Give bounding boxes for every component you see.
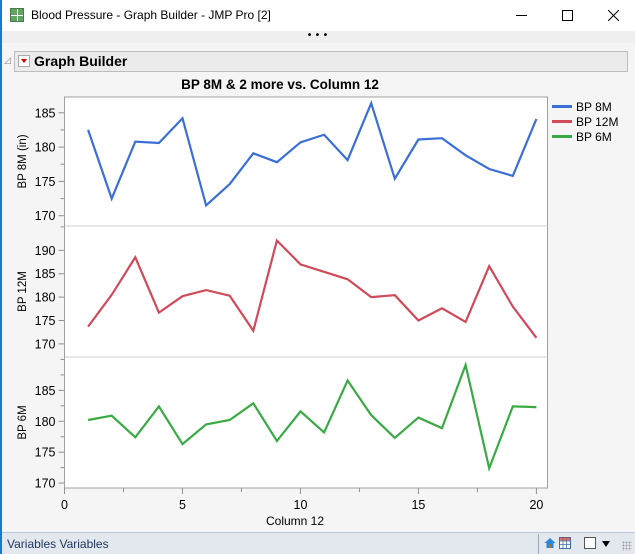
legend-label: BP 12M bbox=[576, 114, 619, 129]
resize-grip[interactable] bbox=[622, 541, 632, 551]
window-border bbox=[0, 0, 2, 554]
y-tick-label: 185 bbox=[35, 106, 56, 120]
y-tick-label: 180 bbox=[35, 415, 56, 429]
y-tick-label: 175 bbox=[35, 314, 56, 328]
x-tick-label: 20 bbox=[529, 498, 543, 512]
minimize-icon bbox=[515, 15, 527, 16]
y-tick-label: 180 bbox=[35, 141, 56, 155]
maximize-icon bbox=[561, 10, 573, 21]
legend-item-bp-8m[interactable]: BP 8M bbox=[552, 99, 618, 114]
series-line-bp-8m[interactable] bbox=[87, 99, 538, 208]
disclosure-triangle-icon[interactable]: ◿ bbox=[4, 56, 11, 66]
legend-line-swatch bbox=[552, 105, 572, 108]
chart-title: BP 8M & 2 more vs. Column 12 bbox=[181, 77, 379, 92]
maximize-button[interactable] bbox=[544, 0, 590, 31]
toolbar-expander[interactable]: ••• bbox=[2, 31, 635, 43]
y-tick-label: 185 bbox=[35, 267, 56, 281]
home-icon[interactable] bbox=[544, 537, 556, 549]
legend-label: BP 8M bbox=[576, 99, 612, 114]
x-axis-label[interactable]: Column 12 bbox=[266, 514, 324, 528]
data-table-icon[interactable] bbox=[559, 537, 571, 549]
legend-line-swatch bbox=[552, 135, 572, 138]
legend-line-swatch bbox=[552, 120, 572, 123]
minimize-button[interactable] bbox=[498, 0, 544, 31]
y-tick-label: 190 bbox=[35, 244, 56, 258]
y-axis-label: BP 12M bbox=[17, 271, 29, 312]
status-bar: Variables Variables bbox=[2, 532, 635, 554]
y-tick-label: 180 bbox=[35, 291, 56, 305]
outline-header[interactable] bbox=[14, 51, 628, 72]
status-separator bbox=[538, 534, 539, 554]
y-tick-label: 170 bbox=[35, 477, 56, 491]
x-tick-label: 15 bbox=[411, 498, 425, 512]
outline-title: Graph Builder bbox=[34, 53, 128, 69]
color-box[interactable] bbox=[584, 537, 596, 549]
dropdown-arrow-icon[interactable] bbox=[602, 541, 610, 547]
series-line-bp-12m[interactable] bbox=[87, 238, 538, 339]
status-text: Variables Variables bbox=[7, 537, 109, 551]
title-bar: Blood Pressure - Graph Builder - JMP Pro… bbox=[2, 0, 635, 31]
x-tick-label: 0 bbox=[61, 498, 68, 512]
y-tick-label: 170 bbox=[35, 337, 56, 351]
legend-item-bp-6m[interactable]: BP 6M bbox=[552, 129, 618, 144]
legend: BP 8M BP 12M BP 6M bbox=[552, 99, 618, 144]
y-axis-label: BP 6M bbox=[17, 405, 29, 439]
y-tick-label: 185 bbox=[35, 384, 56, 398]
y-axis-label: BP 8M (in) bbox=[17, 134, 29, 188]
more-icon: ••• bbox=[306, 30, 331, 41]
app-icon bbox=[10, 8, 24, 22]
legend-item-bp-12m[interactable]: BP 12M bbox=[552, 114, 618, 129]
series-line-bp-6m[interactable] bbox=[87, 361, 537, 472]
y-tick-label: 175 bbox=[35, 446, 56, 460]
plot-frame bbox=[64, 96, 548, 489]
y-tick-label: 175 bbox=[35, 175, 56, 189]
x-tick-label: 5 bbox=[179, 498, 186, 512]
close-icon bbox=[607, 10, 619, 21]
y-tick-label: 170 bbox=[35, 209, 56, 223]
x-tick-label: 10 bbox=[294, 498, 308, 512]
red-triangle-menu-icon[interactable] bbox=[18, 55, 30, 67]
legend-label: BP 6M bbox=[576, 129, 612, 144]
window-title: Blood Pressure - Graph Builder - JMP Pro… bbox=[31, 8, 271, 22]
close-button[interactable] bbox=[590, 0, 635, 31]
